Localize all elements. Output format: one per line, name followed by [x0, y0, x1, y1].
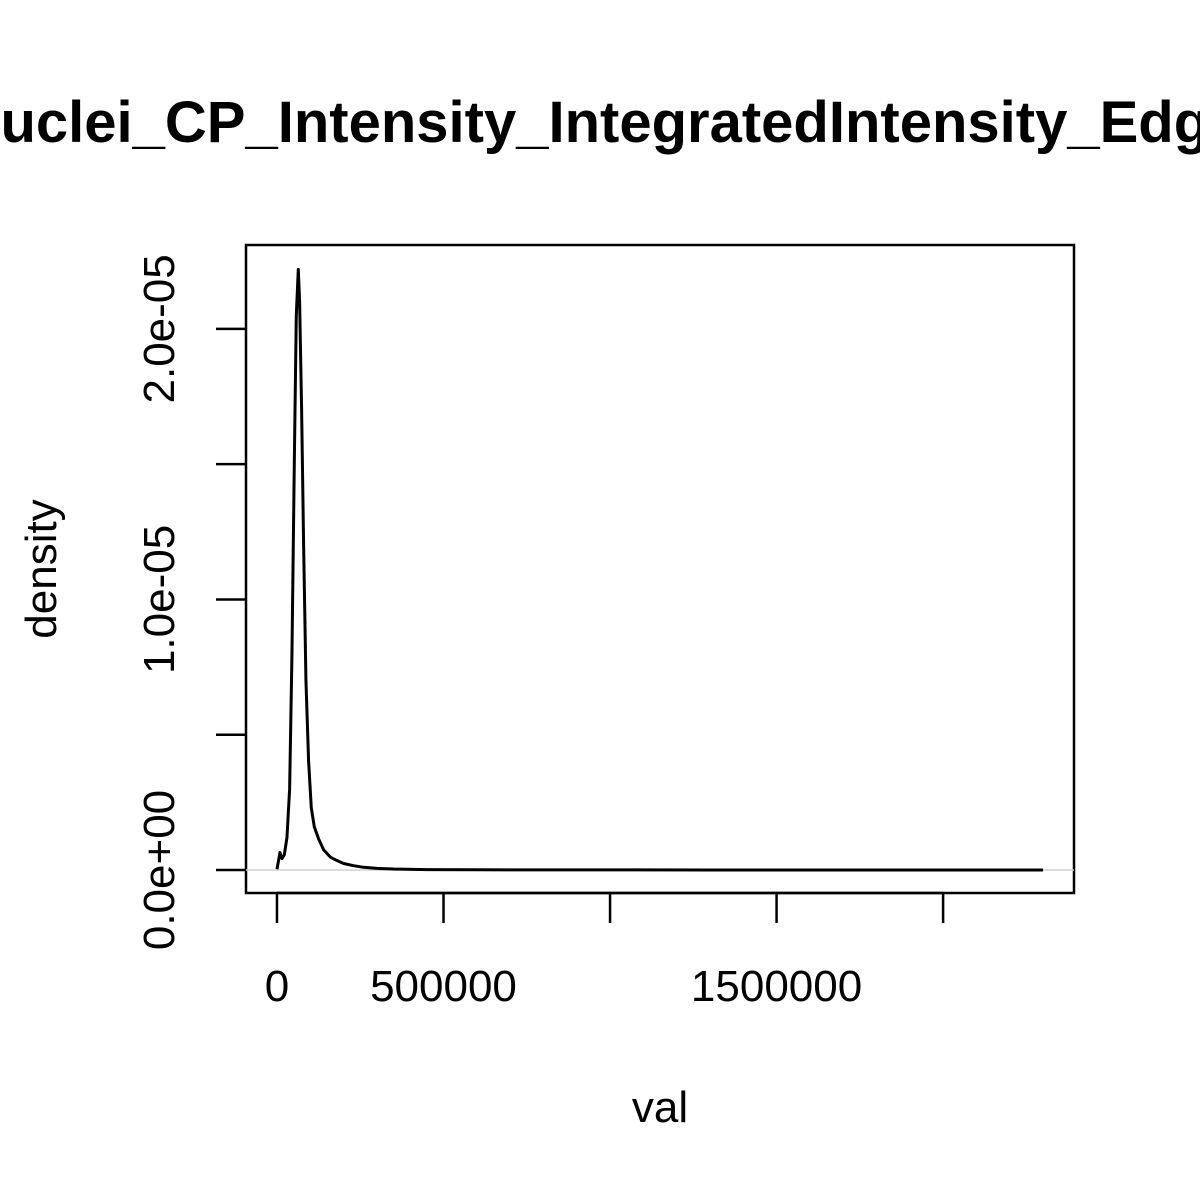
- y-tick-label: 0.0e+00: [135, 790, 184, 950]
- x-axis: 0 500000 1500000: [265, 891, 945, 1011]
- x-tick-label: 1500000: [691, 962, 862, 1011]
- plot-area: [244, 243, 1076, 895]
- x-tick-label: 0: [265, 962, 289, 1011]
- x-tick-label: 500000: [370, 962, 517, 1011]
- y-tick-label: 2.0e-05: [135, 254, 184, 403]
- chart-title: Nuclei_CP_Intensity_IntegratedIntensity_…: [0, 90, 1200, 155]
- series-layer: [275, 267, 1044, 872]
- y-axis: 0.0e+00 1.0e-05 2.0e-05: [135, 254, 246, 950]
- x-axis-label: val: [632, 1083, 688, 1132]
- y-axis-label: density: [17, 499, 66, 638]
- y-tick-label: 1.0e-05: [135, 525, 184, 674]
- density-line: [275, 267, 1044, 872]
